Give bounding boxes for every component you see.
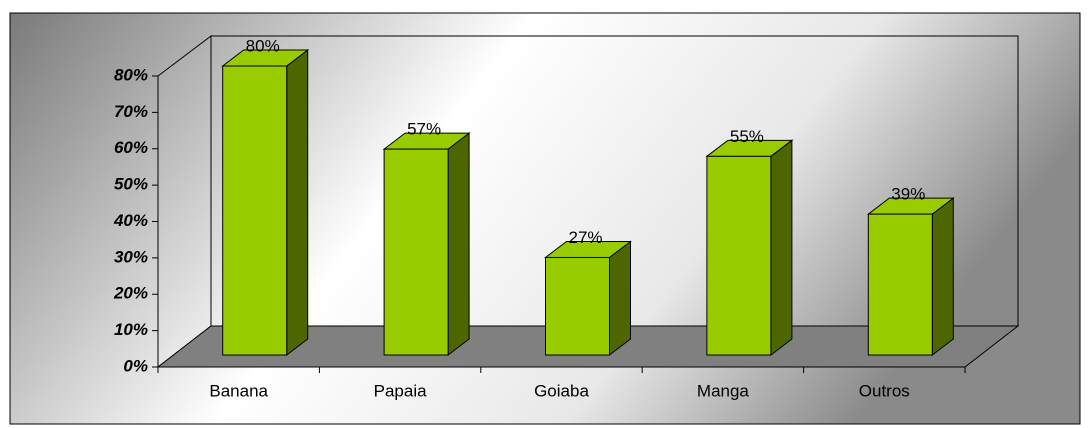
- y-tick-label: 20%: [113, 284, 148, 303]
- value-label: 27%: [568, 228, 602, 247]
- bar: [706, 155, 772, 356]
- y-tick-label: 30%: [114, 247, 148, 266]
- bar-side: [609, 240, 631, 357]
- x-tick-label: Manga: [697, 381, 750, 400]
- bar-side: [770, 139, 793, 357]
- x-tick-label: Papaia: [374, 381, 427, 400]
- x-tick-label: Goiaba: [534, 381, 589, 400]
- y-tick-label: 50%: [114, 175, 148, 194]
- bar-side: [447, 132, 470, 357]
- y-tick-label: 0%: [123, 356, 148, 375]
- y-tick-label: 70%: [114, 102, 148, 121]
- bar: [545, 256, 610, 356]
- y-tick-label: 60%: [114, 138, 148, 157]
- y-tick-label: 10%: [114, 320, 148, 339]
- y-tick-label: 80%: [114, 65, 148, 84]
- bar: [383, 148, 449, 356]
- value-label: 55%: [730, 127, 764, 146]
- value-label: 57%: [407, 120, 441, 139]
- bar: [867, 213, 933, 356]
- value-label: 80%: [246, 36, 280, 55]
- bar-side: [931, 197, 954, 357]
- y-tick-label: 40%: [113, 211, 148, 230]
- x-tick-label: Outros: [859, 381, 910, 400]
- bar-side: [286, 48, 309, 357]
- value-label: 39%: [891, 185, 925, 204]
- x-tick-label: Banana: [209, 381, 268, 400]
- bar: [222, 65, 288, 356]
